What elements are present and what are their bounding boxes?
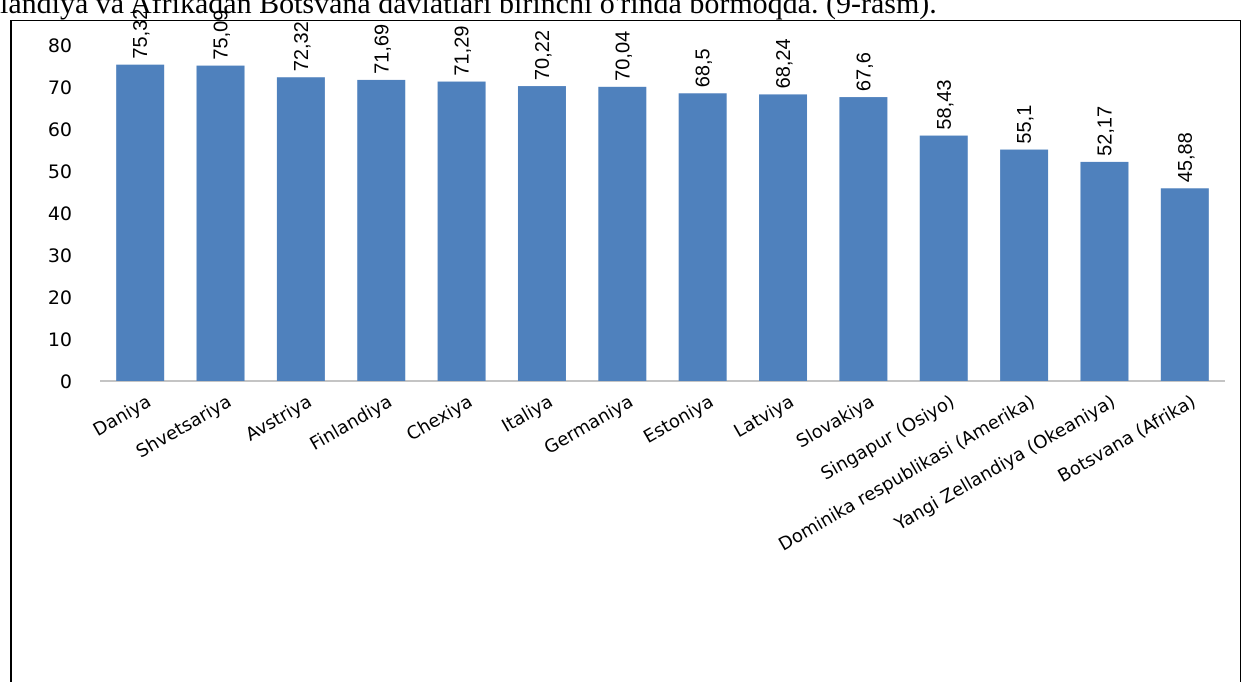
x-tick-label: Botsvana (Afrika) [1054,391,1199,487]
bar [357,79,406,381]
bar [116,64,165,381]
bar [598,86,647,381]
bar [1160,188,1209,381]
x-tick-label: Germaniya [541,391,637,459]
caption-text: landiya va Afrikadan Botsvana davlatlari… [0,0,937,20]
data-label: 68,5 [693,48,715,87]
y-axis-ticks: 0 10 20 30 40 50 60 70 80 [48,35,72,393]
x-tick-label: Singapur (Osiyo) [817,391,958,484]
x-tick-label: Daniya [90,391,155,441]
bar [839,97,888,381]
data-label: 58,43 [934,80,956,130]
bar [678,93,727,382]
x-tick-label: Estoniya [640,391,717,448]
data-label: 68,24 [773,38,795,88]
bar [919,135,968,381]
y-tick-label: 20 [48,287,72,309]
x-tick-label: Chexiya [403,391,476,445]
y-tick-label: 40 [48,203,72,225]
bar [1000,149,1049,381]
bar [196,65,245,381]
bar [437,81,486,381]
x-tick-label: Avstriya [242,391,315,445]
data-label: 70,22 [532,30,554,80]
y-tick-label: 10 [48,329,72,351]
y-tick-label: 70 [48,77,72,99]
bar [759,94,808,381]
data-label: 67,6 [853,52,875,91]
data-labels: 75,32 75,09 72,32 71,69 71,29 70,22 70,04 68,5 6… [130,9,1197,183]
data-label: 75,09 [211,10,233,60]
bars [116,64,1209,382]
data-label: 52,17 [1094,106,1116,156]
data-label: 75,32 [130,9,152,59]
y-tick-label: 30 [48,245,72,267]
x-tick-label: Italiya [498,391,556,437]
data-label: 70,04 [612,31,634,81]
y-tick-label: 60 [48,119,72,141]
bar [517,86,566,382]
x-tick-label: Finlandiya [306,391,395,455]
data-label: 45,88 [1175,132,1197,182]
data-label: 55,1 [1014,105,1036,144]
data-label: 71,29 [452,26,474,76]
y-tick-label: 0 [60,371,72,393]
y-tick-label: 50 [48,161,72,183]
x-tick-label: Latviya [730,391,797,442]
data-label: 72,32 [291,21,313,71]
chart-frame [10,20,1241,682]
y-tick-label: 80 [48,35,72,57]
data-label: 71,69 [371,24,393,74]
bar [276,77,325,382]
bar [1080,161,1129,381]
